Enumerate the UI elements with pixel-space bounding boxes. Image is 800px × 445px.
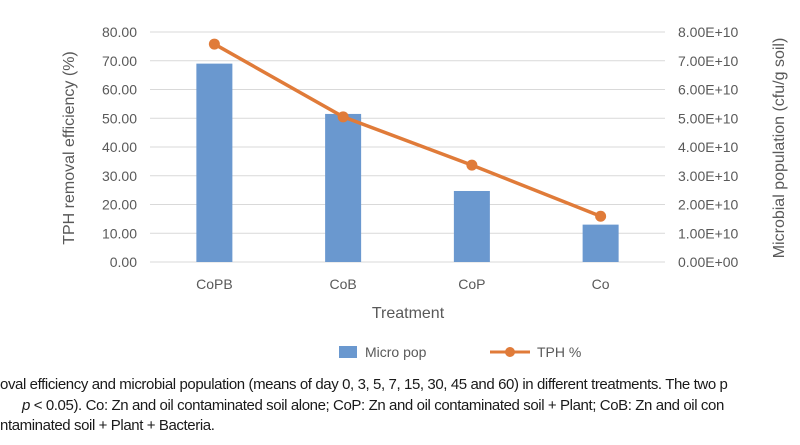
tph-point xyxy=(208,38,220,50)
y-tick-label-left: 80.00 xyxy=(102,24,137,40)
figure-caption-line-2: p < 0.05). Co: Zn and oil contaminated s… xyxy=(0,397,800,414)
tph-point xyxy=(337,111,349,123)
tph-point xyxy=(595,210,607,222)
y-tick-label-left: 50.00 xyxy=(102,110,137,126)
x-tick-label: Co xyxy=(592,276,610,292)
y-tick-label-right: 6.00E+10 xyxy=(678,82,739,98)
y-tick-label-right: 8.00E+10 xyxy=(678,24,739,40)
y-tick-label-right: 7.00E+10 xyxy=(678,53,739,69)
y-tick-label-left: 60.00 xyxy=(102,82,137,98)
y-tick-label-right: 5.00E+10 xyxy=(678,110,739,126)
y-tick-label-right: 0.00E+00 xyxy=(678,254,739,270)
x-tick-label: CoB xyxy=(330,276,357,292)
x-tick-label: CoPB xyxy=(196,276,233,292)
legend-label-micro-pop: Micro pop xyxy=(365,344,427,360)
y-axis-title-left: TPH removal efficiency (%) xyxy=(61,51,78,245)
y-tick-label-left: 20.00 xyxy=(102,197,137,213)
legend-label-tph: TPH % xyxy=(537,344,581,360)
bar-cop xyxy=(453,190,490,262)
x-tick-label: CoP xyxy=(458,276,485,292)
tph-point xyxy=(466,159,478,171)
y-tick-label-left: 70.00 xyxy=(102,53,137,69)
bar-cob xyxy=(325,113,362,262)
y-tick-label-left: 30.00 xyxy=(102,168,137,184)
tph-line xyxy=(213,42,602,218)
y-tick-label-right: 3.00E+10 xyxy=(678,168,739,184)
bar-co xyxy=(582,224,619,262)
y-tick-label-right: 2.00E+10 xyxy=(678,197,739,213)
y-tick-label-right: 4.00E+10 xyxy=(678,139,739,155)
figure-caption-line-1: oval efficiency and microbial population… xyxy=(0,376,728,393)
combo-chart: 0.00 0.00E+00 10.00 1.00E+10 20.00 2.00E+10 30… xyxy=(61,24,788,360)
y-tick-label-left: 0.00 xyxy=(110,254,137,270)
bar-copb xyxy=(196,63,233,262)
y-tick-label-right: 1.00E+10 xyxy=(678,225,739,241)
y-tick-label-left: 40.00 xyxy=(102,139,137,155)
legend-swatch-bar xyxy=(339,346,357,358)
caption-line-2-text: < 0.05). Co: Zn and oil contaminated soi… xyxy=(29,397,725,414)
p-symbol: p xyxy=(22,397,30,414)
figure-caption-line-3: ntaminated soil + Plant + Bacteria. xyxy=(0,417,215,434)
legend-marker xyxy=(505,347,515,357)
legend: Micro pop TPH % xyxy=(339,344,581,360)
y-tick-label-left: 10.00 xyxy=(102,225,137,241)
y-axis-title-right: Microbial population (cfu/g soil) xyxy=(771,38,788,259)
x-axis-title: Treatment xyxy=(372,305,445,322)
